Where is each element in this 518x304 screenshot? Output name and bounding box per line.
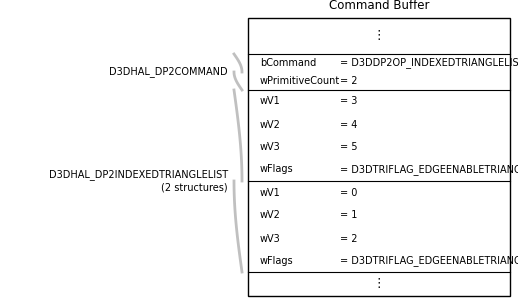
Text: = 4: = 4 bbox=[340, 119, 357, 130]
Text: = 5: = 5 bbox=[340, 142, 357, 152]
Text: = 2: = 2 bbox=[340, 76, 357, 86]
Text: wV1: wV1 bbox=[260, 188, 281, 198]
Text: wV3: wV3 bbox=[260, 233, 281, 244]
Bar bbox=[248, 18, 510, 296]
Text: (2 structures): (2 structures) bbox=[162, 182, 228, 192]
Text: = 1: = 1 bbox=[340, 210, 357, 220]
Text: wFlags: wFlags bbox=[260, 164, 294, 174]
Text: ⋮: ⋮ bbox=[373, 29, 385, 43]
Text: = D3DTRIFLAG_EDGEENABLETRIANGLE: = D3DTRIFLAG_EDGEENABLETRIANGLE bbox=[340, 164, 518, 175]
Text: = D3DTRIFLAG_EDGEENABLETRIANGLE: = D3DTRIFLAG_EDGEENABLETRIANGLE bbox=[340, 256, 518, 266]
Text: D3DHAL_DP2COMMAND: D3DHAL_DP2COMMAND bbox=[109, 67, 228, 78]
Text: wV2: wV2 bbox=[260, 119, 281, 130]
Text: wV3: wV3 bbox=[260, 142, 281, 152]
Text: wFlags: wFlags bbox=[260, 256, 294, 266]
Text: = D3DDP2OP_INDEXEDTRIANGLELIST: = D3DDP2OP_INDEXEDTRIANGLELIST bbox=[340, 57, 518, 68]
Text: bCommand: bCommand bbox=[260, 58, 316, 68]
Text: wV1: wV1 bbox=[260, 96, 281, 106]
Text: = 2: = 2 bbox=[340, 233, 357, 244]
Text: wPrimitiveCount: wPrimitiveCount bbox=[260, 76, 340, 86]
Text: ⋮: ⋮ bbox=[373, 278, 385, 291]
Text: D3DHAL_DP2INDEXEDTRIANGLELIST: D3DHAL_DP2INDEXEDTRIANGLELIST bbox=[49, 170, 228, 181]
Text: = 0: = 0 bbox=[340, 188, 357, 198]
Text: Command Buffer: Command Buffer bbox=[329, 0, 429, 12]
Text: wV2: wV2 bbox=[260, 210, 281, 220]
Text: = 3: = 3 bbox=[340, 96, 357, 106]
